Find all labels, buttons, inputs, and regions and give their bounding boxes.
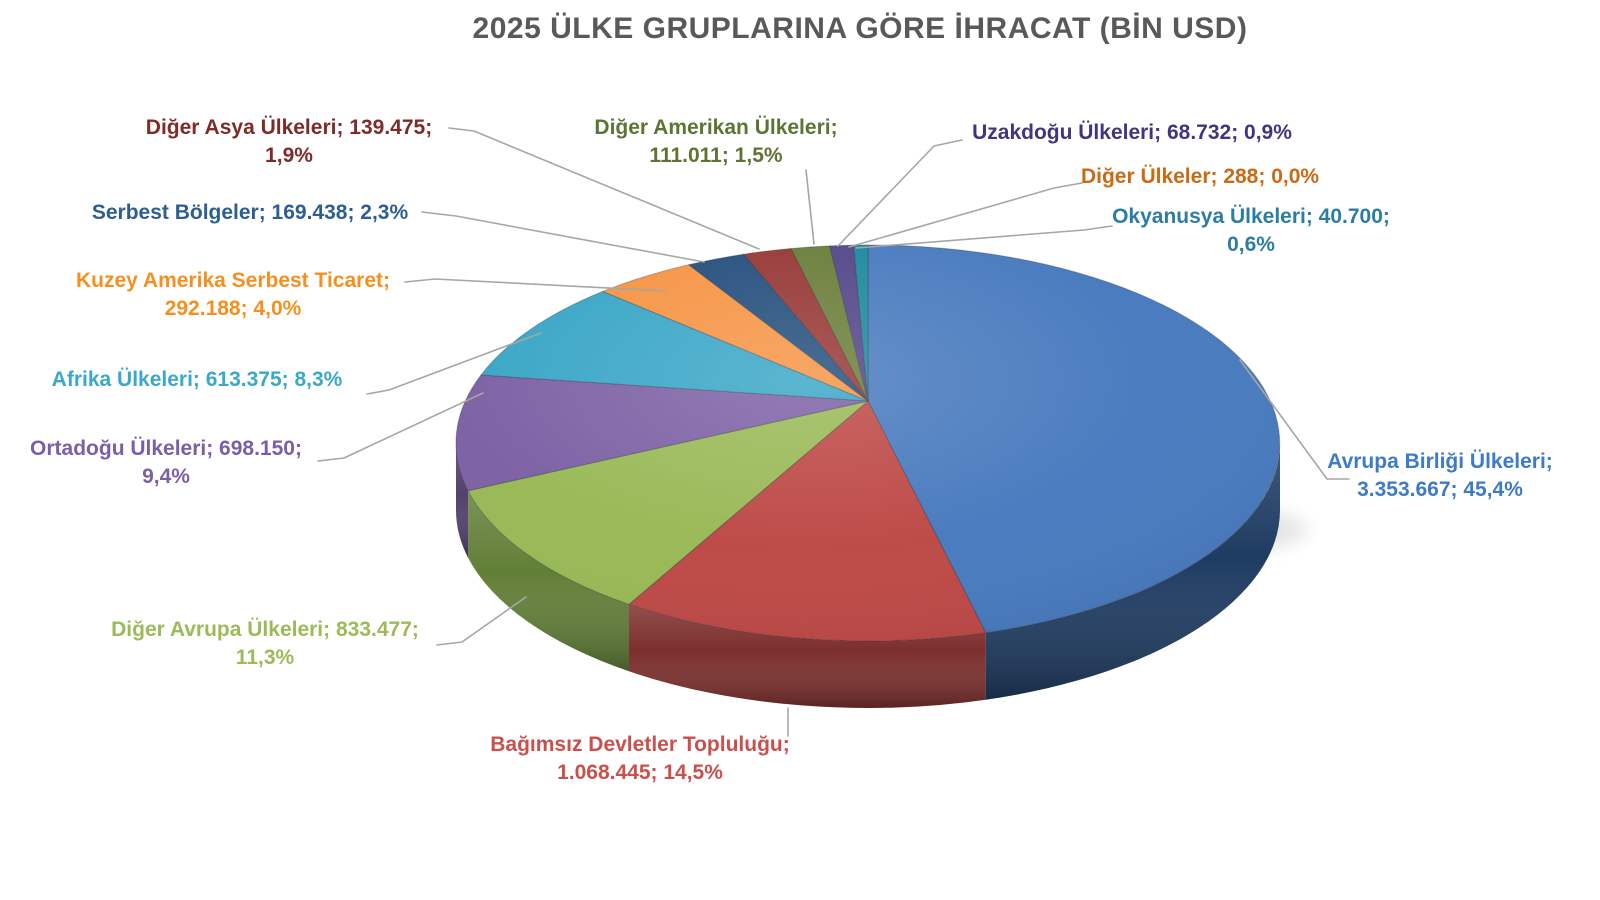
leader-line-serbest-bolgeler	[421, 211, 705, 263]
leader-line-okyanusya-ulkeleri	[855, 225, 1113, 249]
pie-top-sheen	[456, 245, 1280, 641]
leader-line-avrupa-birligi-ulkeleri	[1239, 359, 1350, 480]
pie-slice-side-shade-diger-avrupa-ulkeleri	[468, 490, 629, 672]
chart-title: 2025 ÜLKE GRUPLARINA GÖRE İHRACAT (BİN U…	[472, 12, 1248, 45]
pie-slice-side-shade-ortadogu-ulkeleri	[455, 443, 469, 558]
leader-line-afrika-ulkeleri	[366, 332, 542, 395]
leader-line-diger-amerikan-ulkeleri	[805, 169, 815, 245]
pie-slice-side-shade-avrupa-birligi-ulkeleri	[985, 443, 1280, 700]
leader-line-ortadogu-ulkeleri	[317, 392, 484, 462]
leader-line-diger-asya-ulkeleri	[448, 127, 760, 250]
leader-line-kuzey-amerika-serbest-ticaret	[404, 278, 667, 292]
leader-line-diger-ulkeler	[848, 182, 1083, 248]
leader-line-diger-avrupa-ulkeleri	[436, 596, 527, 646]
pie-slice-side-shade-bagimsiz-devletler-toplulugu	[629, 604, 986, 708]
leader-line-uzakdogu-ulkeleri	[837, 139, 963, 247]
